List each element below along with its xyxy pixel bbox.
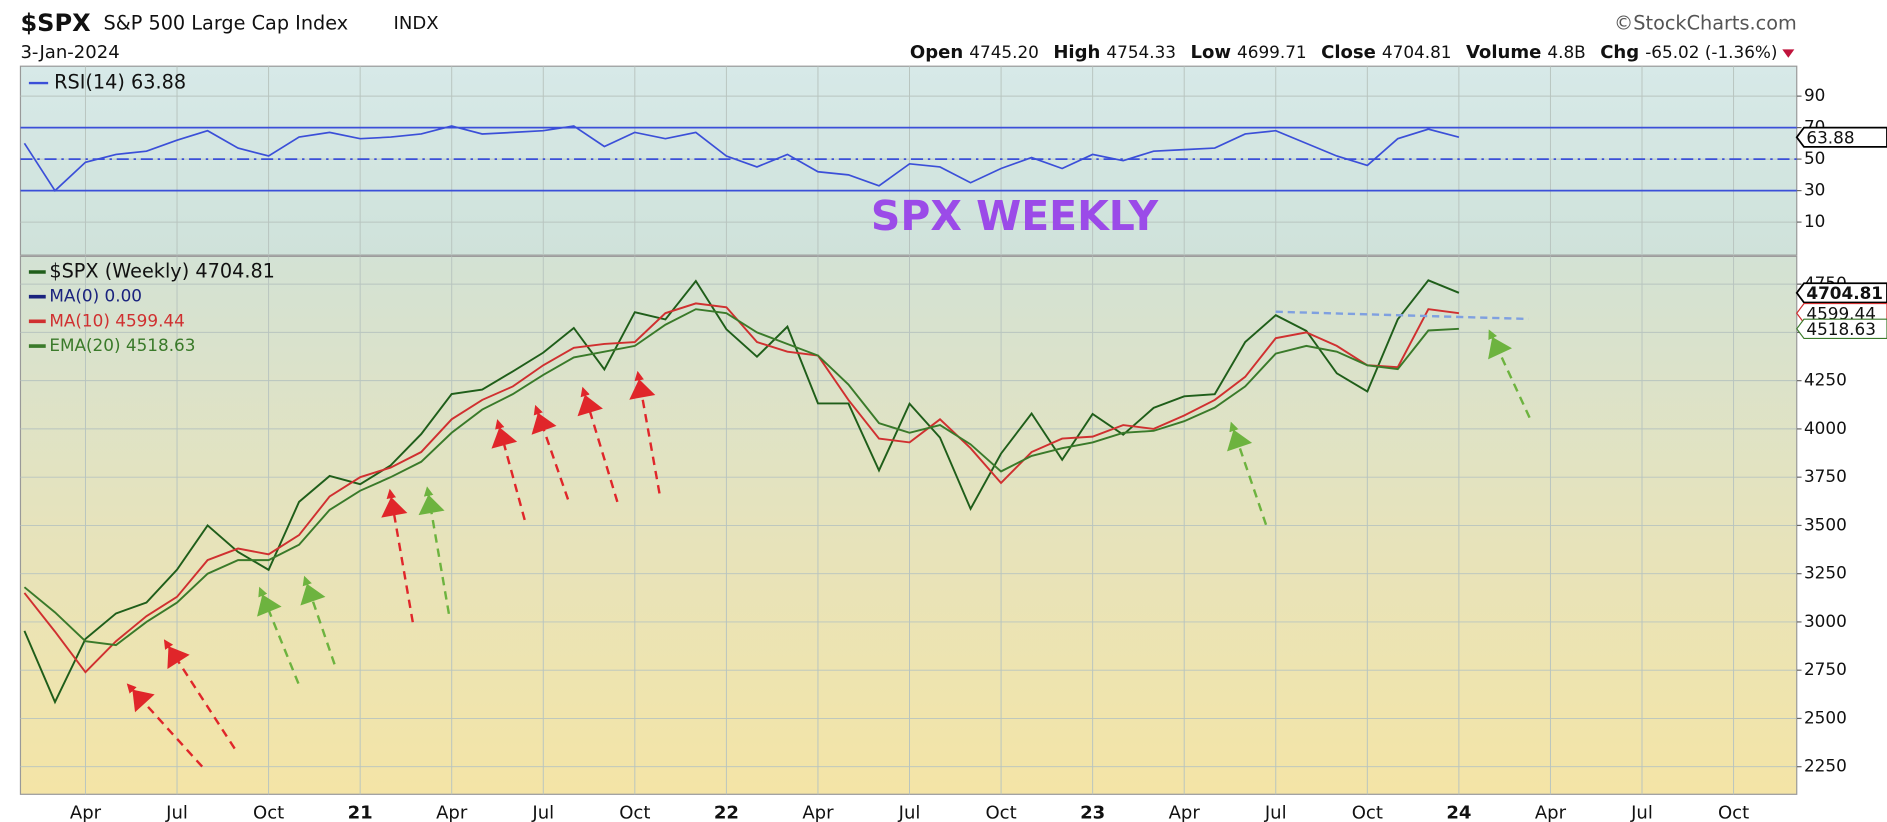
y-tick-label: 4250 [1804, 370, 1847, 390]
quote-label: Chg [1600, 42, 1639, 63]
x-tick-label: Jul [1264, 803, 1287, 822]
quote-label: Volume [1466, 42, 1541, 63]
y-tick-label: 2250 [1804, 756, 1847, 776]
series-line [23, 308, 1459, 647]
arrow-head [167, 646, 190, 670]
value-tag-label: 63.88 [1806, 127, 1854, 147]
arrow [580, 386, 619, 503]
x-tick-label: Jul [165, 803, 188, 822]
y-tick-label: 10 [1804, 211, 1825, 231]
quote-value: 4704.81 [1382, 42, 1452, 62]
arrow-head [300, 583, 326, 606]
value-tag-label: 4599.44 [1806, 303, 1876, 323]
arrow-head [1227, 429, 1253, 452]
y-tick-label: 50 [1804, 148, 1825, 168]
y-tick-label: 3500 [1804, 514, 1847, 534]
arrow-head [629, 379, 656, 400]
x-tick-label: 22 [714, 803, 739, 822]
y-tick-label: 30 [1804, 180, 1825, 200]
arrow-head [132, 689, 155, 713]
quote-value: 4754.33 [1106, 42, 1176, 62]
x-tick-label: Oct [1718, 803, 1749, 822]
x-tick-label: Oct [985, 803, 1016, 822]
annotation: SPX WEEKLY [871, 192, 1160, 240]
series-line [23, 125, 1460, 192]
x-tick-label: 24 [1446, 803, 1471, 822]
legend-entry: MA(10) 4599.44 [49, 310, 185, 330]
y-tick-label: 3750 [1804, 466, 1847, 486]
date: 3-Jan-2024 [20, 42, 119, 63]
arrow-head [418, 494, 445, 516]
quote-value: 4699.71 [1237, 42, 1307, 62]
x-tick-label: Oct [253, 803, 284, 822]
y-tick-label: 4000 [1804, 418, 1847, 438]
value-tag-label: 4704.81 [1806, 283, 1883, 303]
y-tick-label: 90 [1804, 85, 1825, 105]
legend-entry: $SPX (Weekly) 4704.81 [49, 260, 275, 283]
exchange: INDX [394, 13, 439, 34]
arrow-head [381, 497, 408, 518]
legend-entry: MA(0) 0.00 [49, 286, 142, 306]
arrow [423, 486, 451, 614]
y-tick-label: 2750 [1804, 659, 1847, 679]
quote-label: Close [1321, 42, 1376, 63]
x-tick-label: Apr [1535, 803, 1567, 822]
y-tick-label: 3250 [1804, 563, 1847, 583]
value-tag [1795, 318, 1887, 340]
quote-value: -65.02 (-1.36%) [1645, 42, 1777, 62]
x-tick-label: Apr [436, 803, 468, 822]
value-tag-label: 4518.63 [1806, 319, 1876, 339]
series-line [23, 302, 1460, 674]
index-name: S&P 500 Large Cap Index [103, 12, 348, 35]
arrow [386, 488, 414, 623]
x-tick-label: 23 [1080, 803, 1105, 822]
arrow [163, 639, 236, 750]
x-tick-label: Jul [531, 803, 554, 822]
arrow-head [531, 412, 557, 435]
x-tick-label: 21 [348, 803, 373, 822]
legend-entry: EMA(20) 4518.63 [49, 335, 195, 355]
trend-line [1275, 310, 1529, 321]
quote-label: Low [1190, 42, 1231, 63]
arrow-head [491, 427, 518, 449]
value-tag [1795, 126, 1887, 148]
arrow [1229, 421, 1268, 526]
x-tick-label: Oct [1352, 803, 1383, 822]
x-tick-label: Oct [619, 803, 650, 822]
quote-value: 4745.20 [969, 42, 1039, 62]
value-tag [1795, 282, 1887, 304]
x-tick-label: Apr [1169, 803, 1201, 822]
x-tick-label: Jul [1630, 803, 1653, 822]
y-tick-label: 2500 [1804, 707, 1847, 727]
y-tick-label: 3000 [1804, 611, 1847, 631]
quote-label: Open [910, 42, 963, 63]
symbol: $SPX [20, 9, 91, 37]
x-tick-label: Apr [70, 803, 102, 822]
rsi-panel [19, 65, 1798, 256]
x-tick-label: Apr [802, 803, 834, 822]
series-line [23, 279, 1460, 705]
legend-entry: RSI(14) 63.88 [54, 71, 186, 94]
arrow [634, 370, 661, 494]
down-arrow [1782, 49, 1795, 58]
quote-value: 4.8B [1547, 42, 1585, 62]
plot: Apr Jul Oct 21 Apr Jul Oct 22 Apr Jul Oct 23 Apr Jul O… [20, 71, 1887, 822]
arrow [126, 683, 204, 768]
arrow-head [257, 594, 282, 617]
arrow-head [577, 394, 603, 417]
arrow-head [1488, 336, 1513, 360]
arrows [126, 329, 1531, 768]
quote: Open 4745.20 High 4754.33 Low 4699.71 Close 470… [910, 42, 1778, 63]
x-tick-label: Jul [898, 803, 921, 822]
quote-label: High [1053, 42, 1100, 63]
credit: ©StockCharts.com [1614, 12, 1797, 35]
grid [20, 66, 1797, 795]
